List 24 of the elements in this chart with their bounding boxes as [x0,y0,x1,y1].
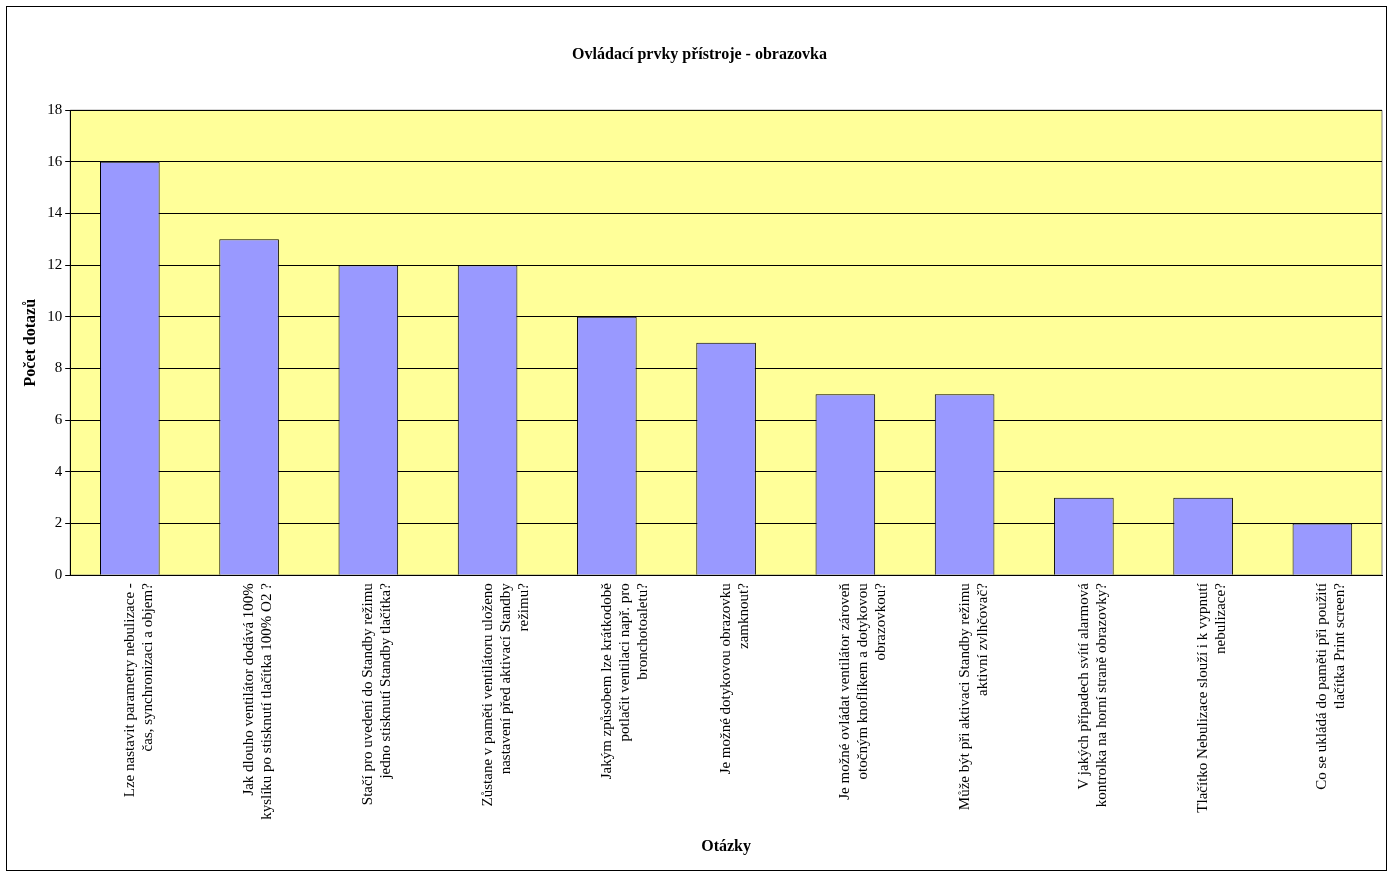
y-tick-label: 10 [47,307,63,324]
y-tick-label: 6 [54,411,63,428]
x-tick-label: Jak dlouho ventilátor dodává 100% kyslíku po stisknutí tlačítka 100% O2 ? [240,582,275,820]
y-tick-label: 12 [47,256,63,273]
y-tick-label: 4 [54,462,63,479]
x-tick-label: Jakým způsobem lze krátkodobě potlačit ventilaci např. pro bronchotoaletu? [597,582,650,780]
x-tick-label: Je možné dotykovou obrazovku zamknout? [717,582,752,775]
x-axis-title: Otázky [701,836,751,855]
y-axis-title: Počet dotazů [20,298,38,387]
y-tick-label: 14 [47,204,63,221]
y-tick-label: 16 [47,152,63,169]
x-tick-label: Lze nastavit parametry nebulizace - čas, synchronizaci a objem? [120,582,155,798]
y-tick-label: 0 [54,566,63,583]
chart-title: Ovládací prvky přístroje - obrazovka [572,44,827,63]
y-tick-label: 8 [54,359,63,376]
x-tick-label: Je možné ovládat ventilátor zároveň otočným knoflíkem a dotykovou obrazovkou? [836,582,889,800]
x-tick-label: Může být při aktivaci Standby režimu aktivní zvlhčovač? [955,582,990,811]
y-tick-label: 18 [47,101,63,118]
x-tick-label: Co se ukládá do paměti při použití tlačítka Print screen? [1313,582,1348,790]
x-tick-label: Zůstane v paměti ventilátoru uloženo nastavení před aktivací Standby režimu? [478,582,531,807]
x-tick-label: Stačí pro uvedení do Standby režimu jedno stisknutí Standby tlačítka? [359,582,394,806]
y-tick-label: 2 [54,514,63,531]
x-tick-label: Tlačítko Nebulizace slouží i k vypnutí nebulizace? [1194,582,1229,813]
x-tick-label: V jakých případech svítí alarmová kontrolka na horní straně obrazovky? [1074,582,1109,808]
